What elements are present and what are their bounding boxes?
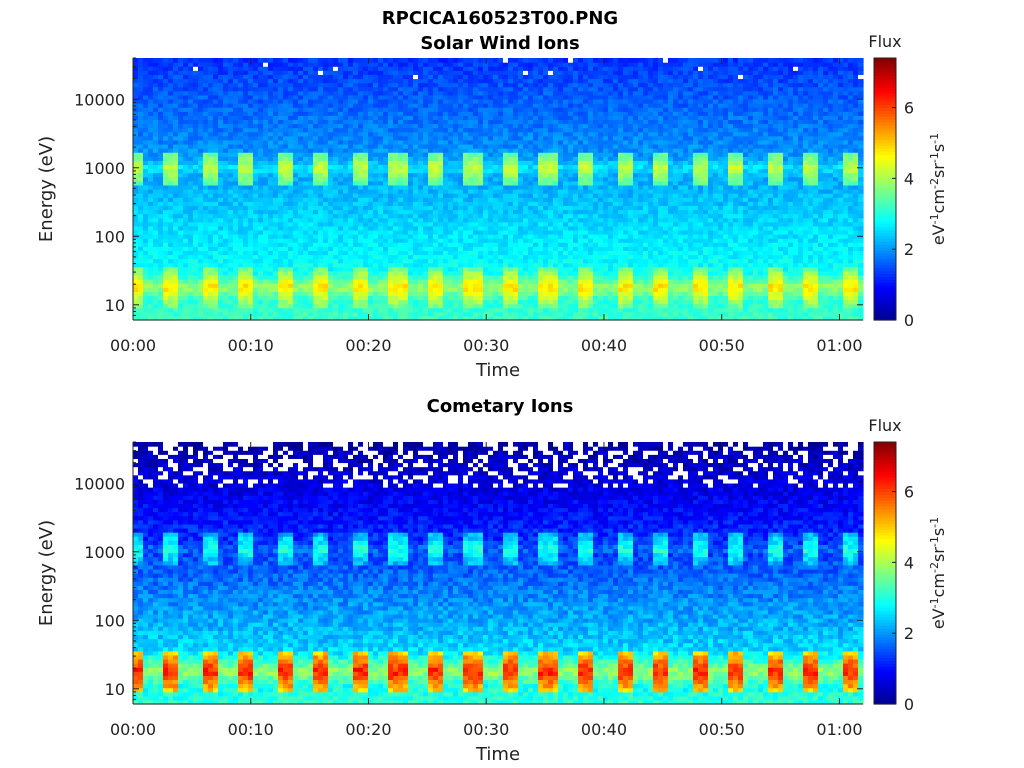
y-axis-label: Energy (eV) <box>36 520 57 626</box>
y-tick-label: 1000 <box>84 543 125 562</box>
y-tick-label: 10000 <box>74 90 125 109</box>
figure-title: RPCICA160523T00.PNG <box>381 8 619 29</box>
colorbar-tick-label: 0 <box>904 311 914 330</box>
y-tick-label: 10 <box>105 680 125 699</box>
y-tick-label: 100 <box>94 227 125 246</box>
x-tick-label: 00:20 <box>345 336 391 355</box>
colorbar-frame <box>873 441 897 705</box>
colorbar-label: eV-1cm-2sr-1s-1 <box>928 517 949 629</box>
x-tick-label: 00:00 <box>110 720 156 739</box>
x-axis-label: Time <box>475 744 520 765</box>
colorbar-tick-label: 4 <box>904 169 914 188</box>
colorbar-label: eV-1cm-2sr-1s-1 <box>928 133 949 245</box>
x-tick-label: 00:10 <box>228 336 274 355</box>
colorbar-tick-label: 2 <box>904 240 914 259</box>
x-tick-label: 00:20 <box>345 720 391 739</box>
x-tick-label: 00:10 <box>228 720 274 739</box>
y-tick-label: 1000 <box>84 159 125 178</box>
x-tick-label: 00:50 <box>699 720 745 739</box>
colorbar-frame <box>873 57 897 321</box>
x-tick-label: 00:30 <box>463 336 509 355</box>
colorbar <box>874 442 896 705</box>
y-tick-label: 10000 <box>74 474 125 493</box>
colorbar-tick-label: 6 <box>904 483 914 502</box>
y-tick-label: 100 <box>94 611 125 630</box>
colorbar-tick-label: 2 <box>904 624 914 643</box>
y-tick-label: 10 <box>105 296 125 315</box>
heatmap-cells <box>133 442 864 705</box>
x-tick-label: 00:40 <box>581 336 627 355</box>
heatmap-cells <box>133 58 864 321</box>
x-tick-label: 01:00 <box>816 336 862 355</box>
colorbar-tick-label: 0 <box>904 695 914 714</box>
panel-title-solar-wind: Solar Wind Ions <box>420 33 580 54</box>
solar-wind-ions-spectrogram: 10 100 1000 10000 00:00 00:10 00:20 00:30 00:40 0… <box>36 32 949 381</box>
colorbar-title: Flux <box>868 32 901 51</box>
x-tick-label: 00:50 <box>699 336 745 355</box>
panel-title-cometary: Cometary Ions <box>426 396 574 417</box>
colorbar <box>874 58 896 321</box>
x-axis-label: Time <box>475 360 520 381</box>
x-tick-label: 01:00 <box>816 720 862 739</box>
y-axis-label: Energy (eV) <box>36 136 57 242</box>
colorbar-tick-label: 6 <box>904 99 914 118</box>
x-tick-label: 00:30 <box>463 720 509 739</box>
colorbar-tick-label: 4 <box>904 553 914 572</box>
colorbar-title: Flux <box>868 416 901 435</box>
x-tick-label: 00:40 <box>581 720 627 739</box>
x-tick-label: 00:00 <box>110 336 156 355</box>
cometary-ions-spectrogram: 10 100 1000 10000 00:00 00:10 00:20 00:30 00:40 0… <box>36 416 949 765</box>
